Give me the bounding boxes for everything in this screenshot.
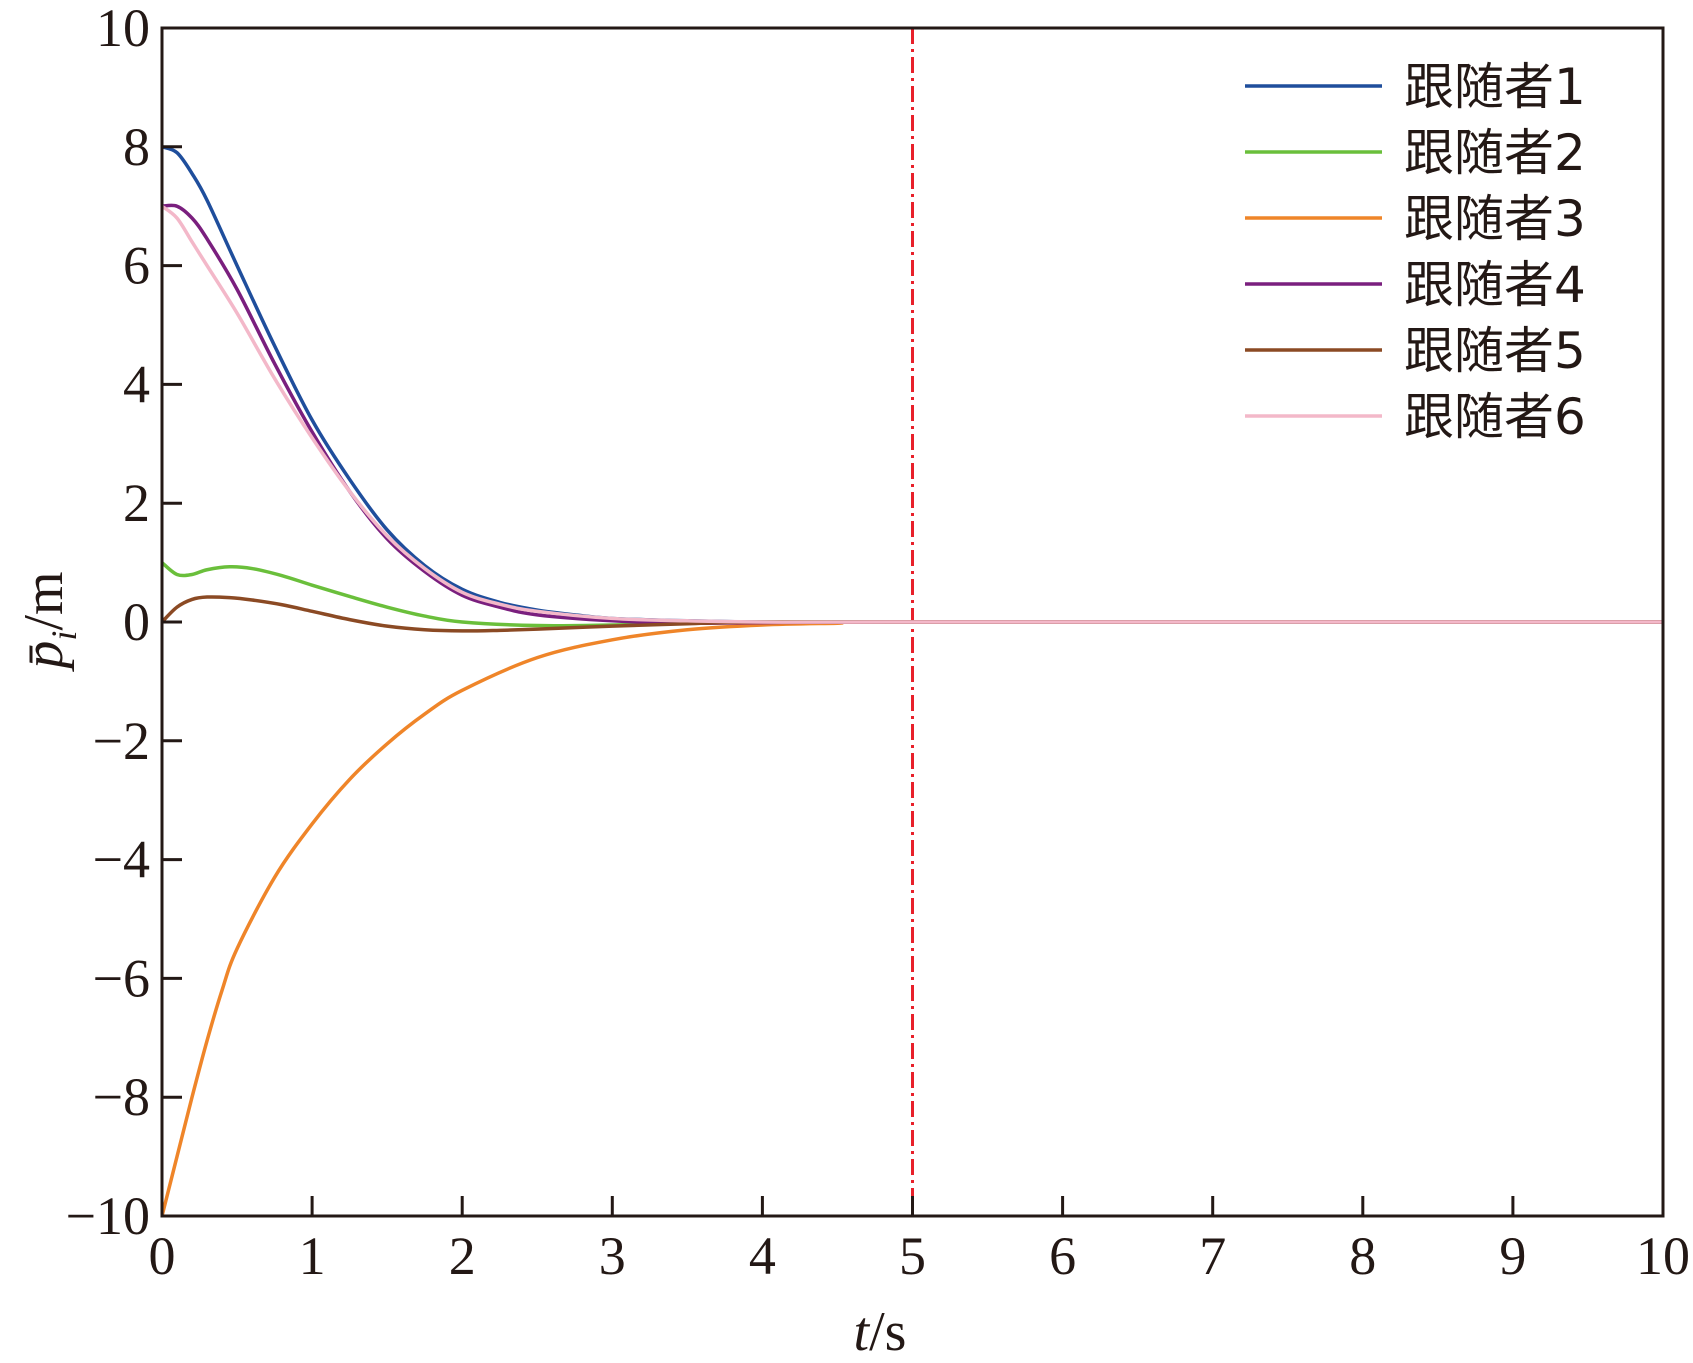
x-tick-label: 4 xyxy=(749,1226,776,1286)
series-line-3 xyxy=(162,620,1663,1216)
legend-label-6: 跟随者6 xyxy=(1404,388,1586,446)
x-tick-label: 3 xyxy=(599,1226,626,1286)
legend-label-3: 跟随者3 xyxy=(1404,190,1586,248)
x-tick-label: 0 xyxy=(149,1226,176,1286)
y-axis-sub: i xyxy=(44,631,84,641)
y-tick-label: 6 xyxy=(123,236,150,296)
x-tick-label: 6 xyxy=(1049,1226,1076,1286)
y-tick-label: 8 xyxy=(123,117,150,177)
y-axis-unit: /m xyxy=(13,571,75,630)
x-axis-unit: /s xyxy=(869,1301,906,1363)
y-tick-label: −2 xyxy=(93,711,150,771)
y-tick-label: 4 xyxy=(123,354,150,414)
y-tick-label: −6 xyxy=(93,948,150,1008)
y-tick-label: −4 xyxy=(93,830,150,890)
x-tick-label: 8 xyxy=(1349,1226,1376,1286)
x-tick-label: 9 xyxy=(1499,1226,1526,1286)
y-tick-label: −8 xyxy=(93,1067,150,1127)
y-axis-var: p̄ xyxy=(13,641,75,673)
y-axis-title: p̄i/m xyxy=(13,571,84,672)
x-tick-label: 5 xyxy=(899,1226,926,1286)
x-tick-label: 10 xyxy=(1636,1226,1690,1286)
y-tick-label: 10 xyxy=(96,0,150,58)
y-tick-label: 0 xyxy=(123,592,150,652)
ticks-layer: 0 1 2 3 4 5 6 7 8 9 10 −10 −8 −6 −4 −2 0 2 4 6 8 10 xyxy=(66,0,1690,1286)
x-tick-label: 2 xyxy=(449,1226,476,1286)
y-tick-label: 2 xyxy=(123,473,150,533)
legend-label-1: 跟随者1 xyxy=(1404,58,1586,116)
series-layer xyxy=(162,145,1663,1216)
y-tick-label: −10 xyxy=(66,1186,150,1246)
x-tick-label: 1 xyxy=(299,1226,326,1286)
series-line-6 xyxy=(162,204,1663,624)
legend: 跟随者1 跟随者2 跟随者3 跟随者4 跟随者5 跟随者6 xyxy=(1245,58,1586,446)
legend-label-2: 跟随者2 xyxy=(1404,124,1586,182)
legend-label-4: 跟随者4 xyxy=(1404,256,1586,314)
x-axis-var: t xyxy=(854,1301,871,1363)
legend-label-5: 跟随者5 xyxy=(1404,322,1586,380)
x-tick-label: 7 xyxy=(1199,1226,1226,1286)
x-axis-title: t/s xyxy=(854,1301,907,1363)
